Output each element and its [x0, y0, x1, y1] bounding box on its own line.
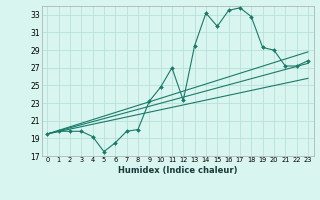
X-axis label: Humidex (Indice chaleur): Humidex (Indice chaleur)	[118, 166, 237, 175]
